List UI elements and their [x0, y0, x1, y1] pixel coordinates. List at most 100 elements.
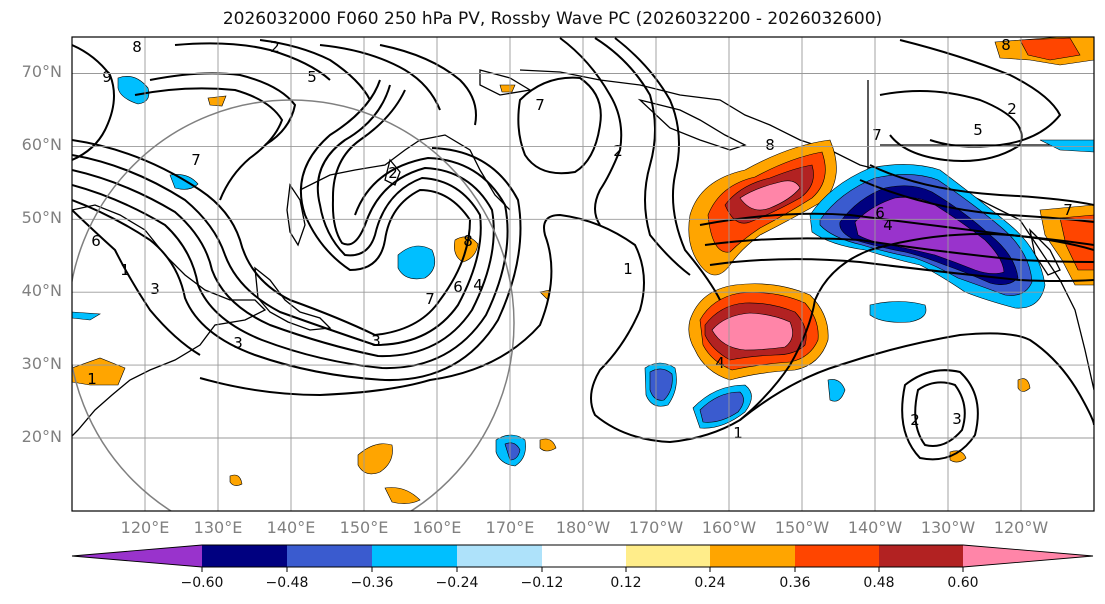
pv-positive-region	[229, 474, 243, 486]
contour-label: 7	[1063, 201, 1073, 219]
contour-label: 6	[875, 204, 885, 222]
contour-label: 1	[87, 370, 97, 388]
colorbar-tick-label: 0.60	[947, 575, 979, 591]
contour-label: 5	[307, 68, 317, 86]
map-title: 2026032000 F060 250 hPa PV, Rossby Wave …	[222, 9, 883, 29]
contour-label: 3	[150, 280, 160, 298]
contour-label: 8	[132, 38, 142, 56]
colorbar-segment	[542, 545, 626, 567]
pv-positive-region	[1017, 378, 1031, 392]
contour-label: 4	[715, 354, 725, 372]
lon-label: 120°W	[993, 518, 1049, 537]
pv-shading	[72, 37, 1094, 504]
contour-label: 2	[910, 411, 920, 429]
colorbar-segment	[287, 545, 372, 567]
contour-label: 7	[191, 151, 201, 169]
contour-label: 4	[473, 276, 483, 294]
pv-positive-region	[1019, 37, 1081, 61]
contour-label: 7	[425, 290, 435, 308]
contour-label: 8	[765, 136, 775, 154]
pv-positive-region	[72, 357, 126, 386]
pv-negative-region	[169, 174, 199, 190]
contour-label: 3	[371, 332, 381, 350]
pv-positive-region	[739, 180, 801, 211]
lat-label: 30°N	[21, 354, 62, 373]
colorbar-tick-label: 0.36	[779, 575, 811, 591]
lat-label: 70°N	[21, 62, 62, 81]
colorbar-segment	[626, 545, 710, 567]
contour-label: 8	[1001, 36, 1011, 54]
contour-label: 2	[613, 142, 623, 160]
contour-label: 2	[388, 164, 398, 182]
contour-label: 9	[102, 68, 112, 86]
pv-negative-region	[827, 379, 846, 402]
lat-label: 40°N	[21, 281, 62, 300]
contour-labels: 2 5 7 8 9 7 2 2 7 8 2 3 8 7 6 4 1 3 7 5 …	[87, 36, 1073, 442]
pv-negative-region	[397, 245, 436, 280]
contour-label: 1	[120, 261, 130, 279]
pv-negative-region	[72, 311, 101, 321]
contour-label: 7	[872, 126, 882, 144]
colorbar-segment	[795, 545, 879, 567]
lon-label: 160°W	[701, 518, 757, 537]
lon-label: 140°E	[266, 518, 316, 537]
pv-positive-region	[539, 438, 557, 452]
pv-negative-region	[699, 391, 744, 423]
pv-positive-region	[499, 84, 516, 93]
pc-contours	[72, 37, 1094, 461]
pv-positive-region	[357, 443, 393, 475]
colorbar-tick-label: −0.60	[180, 575, 224, 591]
contour-label: 7	[535, 96, 545, 114]
lon-label: 140°W	[847, 518, 903, 537]
colorbar-segment	[457, 545, 542, 567]
colorbar-tick-label: −0.24	[435, 575, 479, 591]
contour-label: 8	[463, 232, 473, 250]
colorbar-tick-label: −0.48	[265, 575, 309, 591]
lon-label: 130°W	[920, 518, 976, 537]
lon-label: 150°W	[774, 518, 830, 537]
contour-label: 2	[270, 38, 280, 56]
lon-label: 170°W	[628, 518, 684, 537]
lon-label: 120°E	[120, 518, 170, 537]
lon-label: 170°E	[485, 518, 535, 537]
contour-label: 1	[623, 260, 633, 278]
colorbar-tick-label: 0.24	[694, 575, 726, 591]
colorbar-ticks	[201, 567, 964, 572]
pv-negative-region	[504, 442, 521, 461]
colorbar-segment	[710, 545, 795, 567]
contour-label: 6	[91, 232, 101, 250]
map-area: 2 5 7 8 9 7 2 2 7 8 2 3 8 7 6 4 1 3 7 5 …	[72, 36, 1094, 511]
pv-negative-region	[117, 76, 150, 105]
colorbar-segment	[963, 545, 1093, 567]
contour-label: 4	[883, 216, 893, 234]
pv-negative-region	[869, 301, 927, 323]
lon-label: 130°E	[193, 518, 243, 537]
pv-positive-region	[207, 95, 227, 107]
lat-label: 60°N	[21, 135, 62, 154]
colorbar-tick-label: −0.36	[350, 575, 394, 591]
contour-label: 1	[733, 424, 743, 442]
lat-label: 20°N	[21, 427, 62, 446]
colorbar-segment	[72, 545, 202, 567]
contour-label: 3	[233, 334, 243, 352]
colorbar-segment	[879, 545, 963, 567]
colorbar-tick-label: 0.12	[610, 575, 642, 591]
lon-label: 180°W	[555, 518, 611, 537]
contour-label: 5	[973, 121, 983, 139]
contour-label: 3	[952, 410, 962, 428]
gridlines	[72, 37, 1094, 511]
contour-label: 6	[453, 278, 463, 296]
contour-label: 2	[1007, 100, 1017, 118]
colorbar-segment	[202, 545, 287, 567]
colorbar-segment	[372, 545, 457, 567]
colorbar-tick-label: −0.12	[520, 575, 564, 591]
pv-positive-region	[711, 312, 793, 351]
lon-label: 150°E	[339, 518, 389, 537]
lat-label: 50°N	[21, 208, 62, 227]
focus-circle	[72, 99, 515, 511]
lon-label: 160°E	[412, 518, 462, 537]
colorbar	[71, 544, 1094, 572]
map-frame	[71, 36, 1095, 512]
pv-positive-region	[384, 487, 421, 504]
